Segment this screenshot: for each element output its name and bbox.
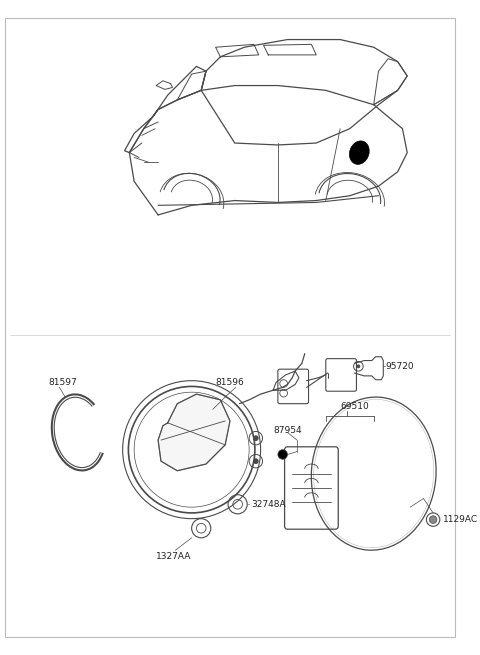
Ellipse shape — [349, 141, 369, 164]
Text: 1129AC: 1129AC — [443, 515, 478, 524]
Circle shape — [357, 364, 360, 368]
Text: 81597: 81597 — [48, 378, 77, 387]
Text: 69510: 69510 — [340, 402, 369, 411]
Circle shape — [253, 436, 259, 441]
Text: 81596: 81596 — [216, 378, 244, 387]
Polygon shape — [158, 394, 230, 471]
Circle shape — [253, 458, 259, 464]
Text: 87954: 87954 — [273, 426, 302, 435]
Circle shape — [278, 450, 288, 459]
Text: 95720: 95720 — [385, 362, 414, 371]
Text: 1327AA: 1327AA — [156, 552, 192, 561]
Text: 32748A: 32748A — [251, 500, 286, 509]
Circle shape — [429, 515, 437, 523]
